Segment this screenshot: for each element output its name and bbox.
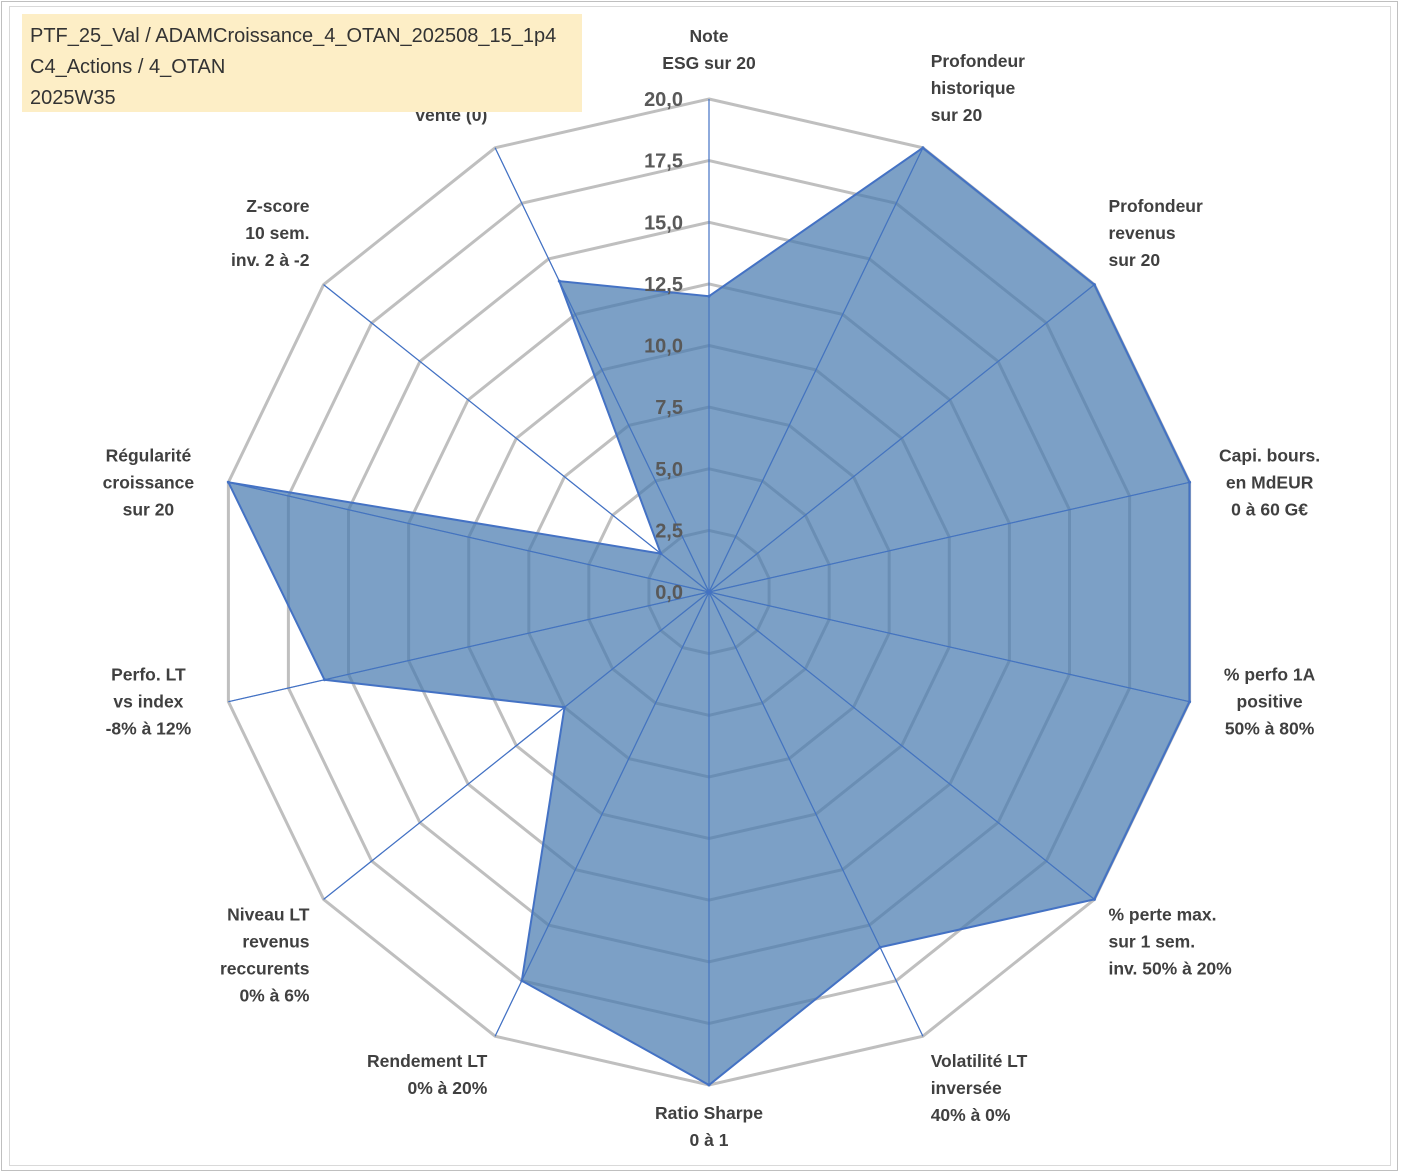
data-point (707, 294, 711, 298)
axis-spoke-overlay (708, 481, 1190, 593)
data-point (557, 279, 561, 283)
axis-spoke-overlay (323, 591, 710, 900)
data-point (921, 146, 925, 150)
axis-spoke-overlay (708, 591, 1095, 900)
axis-label: Régularité (106, 445, 192, 465)
axis-label: Capi. bours. (1219, 445, 1320, 465)
axis-label: Profondeur (1109, 196, 1203, 216)
axis-label: sur 1 sem. (1109, 932, 1196, 952)
axis-label: reccurents (220, 959, 310, 979)
axis-label: Profondeur (931, 51, 1025, 71)
axis-spoke-overlay (708, 591, 924, 1037)
axis-label: Perfo. LT (111, 665, 186, 685)
data-point (707, 1083, 711, 1087)
data-point (1092, 283, 1096, 287)
portfolio-week: 2025W35 (30, 87, 116, 109)
axis-label: -8% à 12% (106, 719, 192, 739)
axis-label: Ratio Sharpe (655, 1103, 763, 1123)
data-point (1188, 700, 1192, 704)
tick-label: 12,5 (644, 274, 683, 296)
axis-label: Niveau LT (227, 905, 310, 925)
axis-spoke-overlay (708, 147, 924, 593)
axis-spoke-overlay (323, 284, 710, 593)
axis-label: 0 à 60 G€ (1231, 499, 1308, 519)
data-point (520, 979, 524, 983)
radar-tick-labels: 0,0 2,5 5,0 7,5 10,0 12,5 15,0 17,5 20,0 (644, 89, 683, 604)
axis-label: inversée (931, 1078, 1002, 1098)
axis-label: 40% à 0% (931, 1105, 1011, 1125)
data-point (1092, 897, 1096, 901)
chart-area (9, 6, 1391, 1166)
portfolio-name: PTF_25_Val / ADAMCroissance_4_OTAN_20250… (30, 25, 557, 47)
axis-spoke-overlay (708, 591, 1190, 703)
axis-spoke-overlay (228, 591, 710, 703)
tick-label: 10,0 (644, 336, 683, 358)
axis-label: positive (1237, 692, 1303, 712)
axis-label: revenus (242, 932, 309, 952)
data-point (659, 552, 663, 556)
data-point (1188, 480, 1192, 484)
axis-spoke-overlay (228, 481, 710, 593)
axis-label: sur 20 (931, 105, 983, 125)
portfolio-category: C4_Actions / 4_OTAN (30, 56, 226, 78)
tick-label: 17,5 (644, 151, 683, 173)
data-point (323, 678, 326, 682)
axis-label: sur 20 (123, 499, 175, 519)
axis-label: Rendement LT (367, 1051, 488, 1071)
tick-label: 0,0 (655, 582, 683, 604)
axis-label: 0% à 20% (408, 1078, 488, 1098)
tick-label: 5,0 (655, 459, 683, 481)
data-point (878, 945, 882, 949)
axis-label: Volatilité LT (931, 1051, 1028, 1071)
axis-label: 0% à 6% (239, 986, 309, 1006)
axis-label: en MdEUR (1226, 472, 1314, 492)
axis-spoke-overlay (708, 284, 1095, 593)
tick-label: 20,0 (644, 89, 683, 111)
axis-label: vs index (113, 692, 183, 712)
portfolio-info-box: PTF_25_Val / ADAMCroissance_4_OTAN_20250… (22, 14, 582, 112)
axis-label: croissance (103, 472, 195, 492)
axis-label: 10 sem. (245, 223, 309, 243)
tick-label: 7,5 (655, 397, 683, 419)
axis-label: revenus (1109, 223, 1176, 243)
axis-spoke-overlay (494, 591, 710, 1037)
data-point (226, 480, 230, 484)
axis-label: historique (931, 78, 1016, 98)
tick-label: 15,0 (644, 212, 683, 234)
axis-label: % perte max. (1109, 905, 1217, 925)
axis-label: sur 20 (1109, 250, 1161, 270)
data-point (563, 705, 566, 709)
axis-label: Z-score (246, 196, 309, 216)
axis-label: inv. 50% à 20% (1109, 959, 1233, 979)
axis-label: Note (690, 26, 729, 46)
axis-label: % perfo 1A (1224, 665, 1316, 685)
axis-label: 0 à 1 (690, 1130, 729, 1150)
axis-spoke-overlay (494, 147, 710, 593)
axis-label: inv. 2 à -2 (231, 250, 310, 270)
axis-label: ESG sur 20 (662, 53, 756, 73)
axis-label: 50% à 80% (1225, 719, 1315, 739)
tick-label: 2,5 (655, 520, 683, 542)
radar-series (226, 99, 1192, 1087)
